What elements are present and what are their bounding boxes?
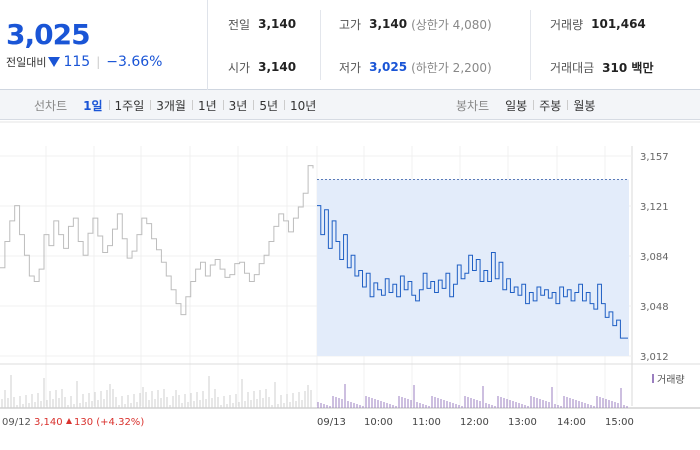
tab-5y[interactable]: 5년: [253, 97, 284, 114]
x-tick-label: 15:00: [605, 417, 634, 428]
prev-day-change: 130 (+4.32%): [74, 417, 144, 428]
tab-1d[interactable]: 1일: [83, 98, 103, 113]
change-value: 115: [63, 54, 91, 70]
line-chart-title: 선차트: [34, 98, 68, 113]
tab-daily[interactable]: 일봉: [505, 98, 528, 113]
x-tick-label: 11:00: [412, 417, 441, 428]
down-triangle-icon: [48, 57, 61, 67]
tab-1w[interactable]: 1주일: [108, 97, 151, 114]
high-price: 고가 3,140 (상한가 4,080): [339, 17, 492, 32]
prev-day-line: [0, 165, 314, 316]
change-label: 전일대비: [6, 56, 47, 69]
tab-3y[interactable]: 3년: [222, 97, 254, 114]
tab-3m[interactable]: 3개월: [150, 97, 192, 114]
tab-weekly[interactable]: 주봉: [533, 97, 567, 114]
tab-10y[interactable]: 10년: [284, 97, 322, 114]
x-tick-label: 12:00: [460, 417, 489, 428]
chart-toolbar: 선차트 1일 1주일 3개월 1년 3년 5년 10년 봉차트 일봉 주봉 월봉: [0, 90, 700, 120]
volume: 거래량 101,464: [550, 17, 646, 32]
tab-monthly[interactable]: 월봉: [567, 97, 601, 114]
price-panel: 3,025 전일대비 115 | −3.66%: [0, 0, 208, 90]
y-tick-label: 3,157: [640, 152, 669, 163]
x-tick-label: 09/13: [317, 417, 346, 428]
line-chart-tabs: 선차트 1일 1주일 3개월 1년 3년 5년 10년: [34, 90, 322, 120]
y-tick-label: 3,121: [640, 202, 669, 213]
y-tick-label: 3,012: [640, 352, 669, 363]
current-price: 3,025: [6, 18, 91, 51]
candle-chart-tabs: 봉차트 일봉 주봉 월봉: [456, 90, 601, 120]
change-percent: −3.66%: [106, 54, 163, 70]
divider: |: [96, 55, 101, 69]
x-tick-label: 13:00: [508, 417, 537, 428]
candle-chart-title: 봉차트: [456, 98, 490, 113]
change-row: 전일대비 115 | −3.66%: [6, 54, 162, 70]
chart-svg: 3,157 3,121 3,084 3,048 3,012 거래량 09/12 3,140 13…: [0, 121, 700, 428]
y-tick-label: 3,048: [640, 302, 669, 313]
y-tick-label: 3,084: [640, 252, 669, 263]
up-triangle-icon: [66, 418, 72, 424]
x-tick-label: 14:00: [557, 417, 586, 428]
volume-legend-swatch: [652, 374, 654, 383]
quote-summary: 3,025 전일대비 115 | −3.66% 전일 3,140 시가 3,14…: [0, 0, 700, 90]
low-price: 저가 3,025 (하한가 2,200): [339, 60, 492, 75]
tab-1y[interactable]: 1년: [191, 97, 223, 114]
open-price: 시가 3,140: [228, 60, 297, 75]
intraday-chart[interactable]: 3,157 3,121 3,084 3,048 3,012 거래량 09/12 3,140 13…: [0, 121, 700, 450]
prev-day-label: 09/12: [2, 417, 31, 428]
prev-day-price: 3,140: [34, 417, 63, 428]
divider: [530, 10, 531, 80]
divider: [320, 10, 321, 80]
trade-amount: 거래대금 310 백만: [550, 60, 654, 75]
today-line: [317, 205, 628, 339]
prev-close: 전일 3,140: [228, 17, 297, 32]
volume-legend-label: 거래량: [657, 374, 685, 386]
x-tick-label: 10:00: [364, 417, 393, 428]
